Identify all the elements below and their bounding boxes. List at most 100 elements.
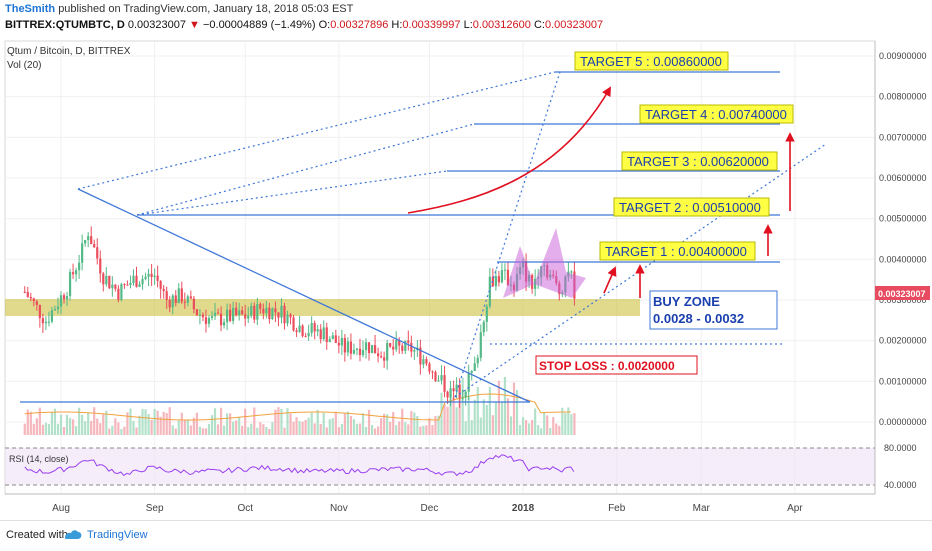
- target1-label: TARGET 1 : 0.00400000: [605, 244, 747, 259]
- candle-body: [222, 322, 226, 326]
- volume-bar: [488, 386, 491, 435]
- candle-body: [162, 288, 165, 292]
- candle-body: [431, 371, 434, 373]
- candle-body: [174, 295, 177, 304]
- volume-bar: [549, 427, 552, 435]
- candle-body: [26, 292, 29, 297]
- volume-bar: [144, 409, 147, 435]
- volume-bar: [156, 410, 159, 435]
- volume-bar: [81, 414, 84, 435]
- candle-body: [485, 306, 488, 322]
- volume-bar: [428, 418, 431, 435]
- volume-bar: [274, 409, 277, 435]
- volume-bar: [247, 427, 250, 435]
- volume-bar: [455, 407, 458, 435]
- candle-body: [404, 340, 407, 351]
- price-tick-label: 0.00600000: [879, 173, 927, 183]
- ohlc-close-value: 0.00323007: [544, 19, 604, 31]
- candle-body: [434, 372, 437, 382]
- candle-body: [304, 336, 307, 338]
- candle-body: [147, 273, 150, 277]
- volume-bar: [304, 419, 307, 435]
- candle-body: [150, 273, 153, 277]
- footer: Created with TradingView: [0, 520, 932, 551]
- candle-body: [398, 340, 401, 346]
- volume-bar: [87, 412, 90, 435]
- volume-bar: [343, 413, 346, 435]
- volume-bar: [71, 419, 75, 435]
- target1-box: [599, 241, 756, 261]
- time-tick-label: Apr: [787, 503, 803, 514]
- volume-bar: [521, 417, 525, 435]
- price-axis[interactable]: 0.00900000 0.00800000 0.00700000 0.00600000…: [874, 41, 927, 494]
- candle-body: [232, 307, 235, 321]
- buy-zone-band: [5, 299, 640, 316]
- rsi-band: [5, 448, 875, 485]
- candle-body: [183, 301, 186, 303]
- volume-bar: [26, 409, 29, 435]
- candle-body: [226, 309, 229, 323]
- volume-bar: [195, 412, 198, 435]
- candle-body: [192, 298, 195, 310]
- volume-bar: [316, 409, 319, 435]
- volume-bar: [491, 415, 494, 435]
- candle-body: [153, 275, 156, 277]
- candle-body: [229, 309, 232, 321]
- volume-bar: [367, 409, 371, 435]
- volume-bar: [340, 423, 343, 435]
- volume-bar: [117, 422, 120, 435]
- volume-bar: [476, 387, 479, 435]
- volume-bar: [425, 425, 428, 435]
- tradingview-link[interactable]: TradingView: [87, 529, 148, 541]
- tradingview-logo-icon[interactable]: [64, 528, 82, 542]
- volume-bar: [229, 413, 232, 435]
- candle-body: [126, 284, 129, 286]
- time-axis[interactable]: Aug Sep Oct Nov Dec 2018 Feb Mar Apr: [5, 493, 875, 514]
- volume-bar: [250, 423, 253, 435]
- volume-bar: [434, 416, 437, 435]
- candle-body: [84, 240, 87, 244]
- ohlc-open-value: 0.00327896: [330, 19, 389, 31]
- rsi-label: RSI (14, close): [9, 454, 69, 464]
- volume-bar: [259, 422, 262, 435]
- candle-body: [105, 275, 108, 285]
- dotted-fib-lines: [77, 71, 827, 398]
- volume-bar: [446, 406, 449, 435]
- volume-bar: [277, 407, 280, 435]
- volume-bar: [135, 427, 138, 435]
- volume-bar: [271, 422, 274, 435]
- fan-line-3: [136, 170, 448, 216]
- candle-body: [247, 315, 250, 319]
- volume-bar: [497, 380, 500, 435]
- fan-line-1: [77, 71, 556, 190]
- price-tick-label: 0.00200000: [879, 336, 927, 346]
- price-chart[interactable]: Qtum / Bitcoin, D, BITTREX Vol (20) RSI …: [0, 36, 932, 520]
- candle-body: [364, 342, 368, 351]
- volume-bar: [531, 419, 534, 435]
- candle-body: [123, 284, 126, 286]
- volume-bar: [352, 419, 356, 435]
- candle-body: [102, 273, 105, 285]
- volume-bar: [440, 392, 443, 435]
- buy-zone-title: BUY ZONE: [653, 294, 720, 309]
- price-tick-label: 0.00800000: [879, 92, 927, 102]
- author-name[interactable]: TheSmith: [5, 3, 56, 15]
- candle-body: [189, 296, 192, 299]
- candle-body: [195, 309, 198, 316]
- stop-loss-label: STOP LOSS : 0.0020000: [539, 359, 675, 373]
- volume-bar: [84, 421, 87, 435]
- target2-label: TARGET 2 : 0.00510000: [619, 200, 761, 215]
- volume-bar: [241, 425, 244, 435]
- volume-bar: [201, 428, 205, 435]
- candle-body: [319, 329, 322, 340]
- candle-body: [410, 342, 413, 352]
- candle-body: [56, 306, 60, 310]
- volume-bar: [292, 421, 295, 435]
- volume-bar: [307, 417, 310, 435]
- candle-body: [216, 312, 220, 314]
- volume-bar: [437, 415, 440, 435]
- volume-bar: [56, 423, 60, 435]
- candle-body: [458, 384, 461, 398]
- volume-bar: [174, 428, 177, 435]
- candle-body: [373, 345, 377, 354]
